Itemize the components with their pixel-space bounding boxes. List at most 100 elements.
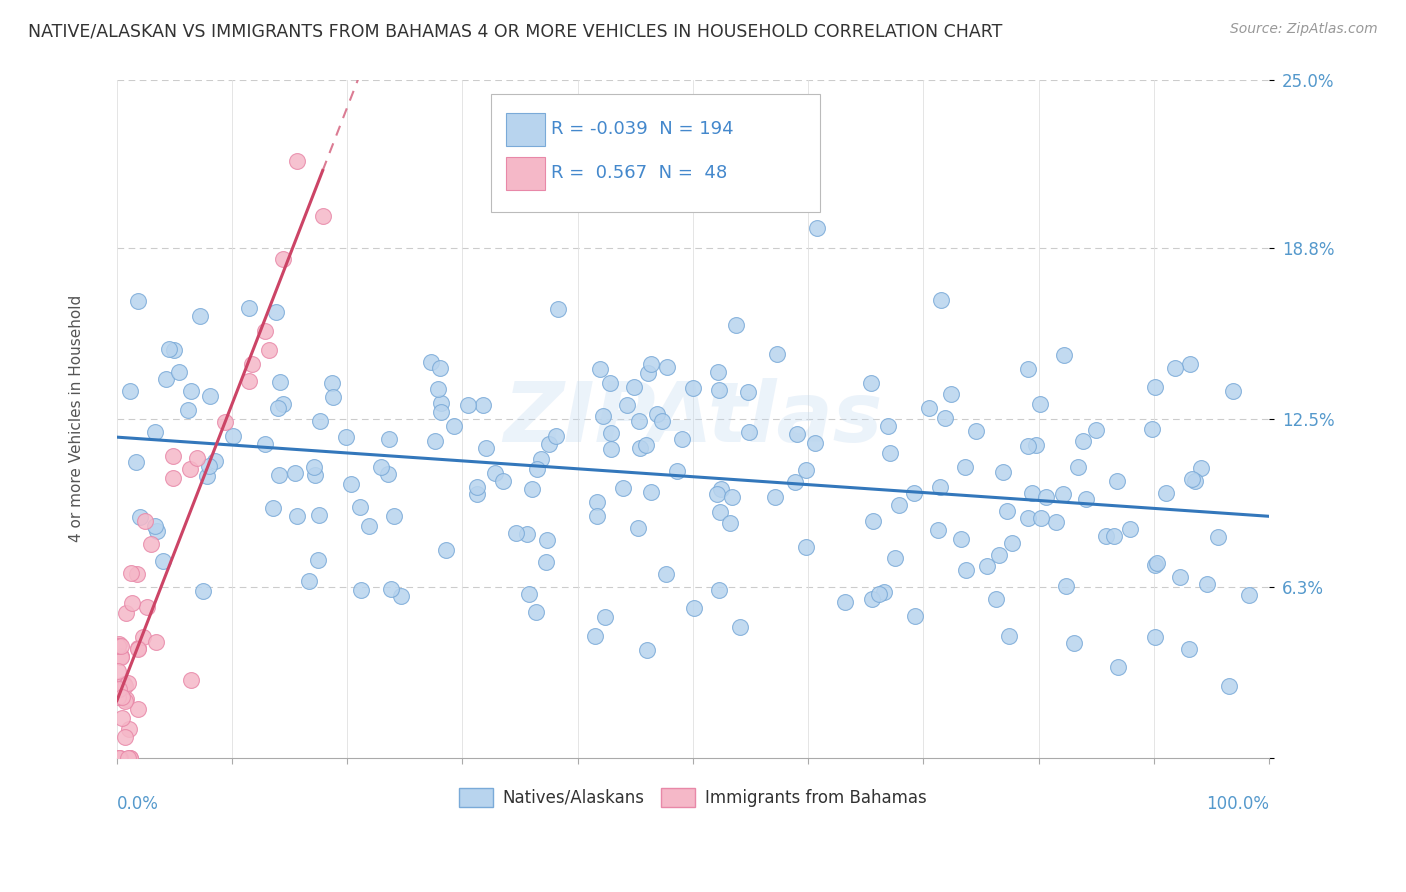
Point [198, 459, 221, 474]
Point [1076, 492, 1098, 507]
Point [118, 722, 141, 736]
Point [1144, 380, 1167, 394]
Point [136, 599, 159, 614]
Point [298, 574, 321, 588]
Point [267, 401, 290, 415]
Point [1029, 510, 1052, 524]
Point [627, 521, 650, 535]
Point [725, 318, 748, 333]
Point [457, 398, 479, 412]
Point [1222, 384, 1244, 398]
Point [520, 482, 543, 496]
Point [657, 359, 679, 374]
Point [107, 681, 129, 696]
Point [377, 467, 399, 481]
Point [1021, 485, 1043, 500]
Point [988, 548, 1011, 562]
Point [152, 554, 174, 568]
Point [370, 459, 392, 474]
Point [737, 384, 759, 399]
Point [1084, 423, 1107, 437]
Point [1054, 579, 1077, 593]
Point [1237, 587, 1260, 601]
Point [107, 750, 129, 764]
Point [903, 486, 925, 500]
Point [257, 343, 280, 357]
Point [221, 429, 243, 443]
Point [1052, 486, 1074, 500]
Point [786, 427, 808, 442]
Point [195, 469, 218, 483]
Point [145, 519, 167, 533]
Point [1119, 522, 1142, 536]
Point [873, 585, 896, 599]
Point [929, 293, 952, 307]
Point [475, 441, 498, 455]
Point [862, 514, 884, 528]
Point [710, 482, 733, 496]
Text: 100.0%: 100.0% [1206, 795, 1270, 813]
Point [322, 390, 344, 404]
Point [423, 434, 446, 448]
Point [1146, 556, 1168, 570]
Point [420, 355, 443, 369]
Point [986, 592, 1008, 607]
Point [162, 471, 184, 485]
Point [307, 553, 329, 567]
Point [127, 641, 149, 656]
Point [868, 587, 890, 601]
Point [304, 459, 326, 474]
Point [1107, 660, 1129, 674]
Point [593, 610, 616, 624]
Point [114, 679, 136, 693]
Text: 4 or more Vehicles in Household: 4 or more Vehicles in Household [69, 295, 84, 542]
Point [794, 463, 817, 477]
Point [321, 376, 343, 390]
Point [285, 508, 308, 523]
Point [127, 293, 149, 308]
Point [304, 468, 326, 483]
Point [139, 537, 162, 551]
Point [544, 429, 567, 443]
Point [145, 524, 167, 538]
Point [860, 591, 883, 606]
Point [427, 382, 450, 396]
Point [1184, 475, 1206, 489]
Point [114, 606, 136, 620]
Point [267, 467, 290, 482]
Point [636, 643, 658, 657]
Point [132, 630, 155, 644]
Point [949, 532, 972, 546]
Point [167, 365, 190, 379]
Point [993, 465, 1015, 479]
Point [1143, 558, 1166, 573]
Point [198, 389, 221, 403]
Point [359, 519, 381, 533]
Point [530, 452, 553, 467]
Point [117, 750, 139, 764]
Point [918, 401, 941, 416]
Point [654, 567, 676, 582]
Point [271, 397, 294, 411]
Point [965, 424, 987, 438]
Point [645, 408, 668, 422]
Point [640, 484, 662, 499]
Point [927, 523, 949, 537]
Point [1017, 440, 1039, 454]
Point [287, 153, 309, 168]
Point [623, 380, 645, 394]
Point [1197, 576, 1219, 591]
Point [112, 677, 135, 691]
Point [524, 605, 547, 619]
Point [859, 376, 882, 391]
Point [665, 464, 688, 478]
Text: NATIVE/ALASKAN VS IMMIGRANTS FROM BAHAMAS 4 OR MORE VEHICLES IN HOUSEHOLD CORREL: NATIVE/ALASKAN VS IMMIGRANTS FROM BAHAMA… [28, 22, 1002, 40]
Point [1168, 570, 1191, 584]
Point [283, 466, 305, 480]
Point [465, 487, 488, 501]
Point [162, 449, 184, 463]
Point [121, 566, 143, 581]
Point [834, 594, 856, 608]
Point [1063, 636, 1085, 650]
Point [430, 405, 453, 419]
